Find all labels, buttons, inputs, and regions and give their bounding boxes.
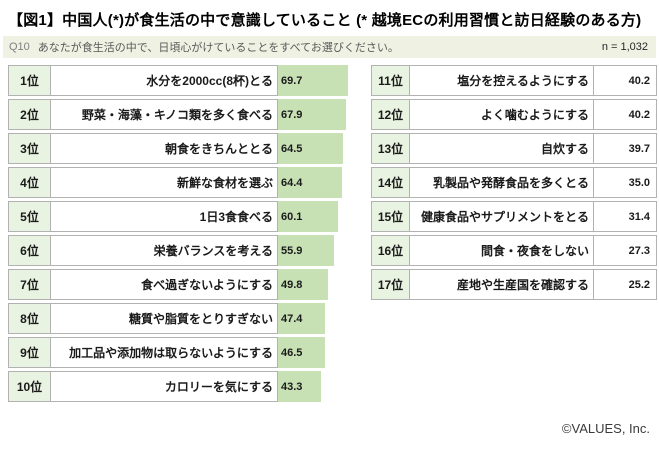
rank-cell: 6位: [8, 235, 51, 266]
table-row: 16位 間食・夜食をしない 27.3: [371, 235, 657, 266]
value-bar: 43.3: [278, 371, 322, 402]
rank-cell: 11位: [371, 65, 410, 96]
page-title: 【図1】中国人(*)が食生活の中で意識していること (* 越境ECの利用習慣と訪…: [8, 12, 642, 29]
ranking-tables: 1位 水分を2000cc(8杯)とる 69.7 2位 野菜・海藻・キノコ類を多く…: [8, 65, 659, 405]
table-row: 15位 健康食品やサプリメントをとる 31.4: [371, 201, 657, 232]
ranking-table-11-17: 11位 塩分を控えるようにする 40.2 12位 よく噛むようにする 40.2 …: [371, 65, 657, 303]
item-label: よく噛むようにする: [410, 99, 594, 130]
item-label: 産地や生産国を確認する: [410, 269, 594, 300]
rank-cell: 1位: [8, 65, 51, 96]
value-cell: 31.4: [594, 201, 657, 232]
table-row: 7位 食べ過ぎないようにする 49.8: [8, 269, 371, 300]
table-row: 5位 1日3食食べる 60.1: [8, 201, 371, 232]
table-row: 4位 新鮮な食材を選ぶ 64.4: [8, 167, 371, 198]
rank-cell: 17位: [371, 269, 410, 300]
ranking-table-1-10: 1位 水分を2000cc(8杯)とる 69.7 2位 野菜・海藻・キノコ類を多く…: [8, 65, 371, 405]
table-row: 14位 乳製品や発酵食品を多くとる 35.0: [371, 167, 657, 198]
sample-size: n = 1,032: [601, 41, 648, 53]
value-bar: 67.9: [278, 99, 346, 130]
rank-cell: 7位: [8, 269, 51, 300]
table-row: 11位 塩分を控えるようにする 40.2: [371, 65, 657, 96]
value-bar: 46.5: [278, 337, 325, 368]
item-label: 栄養バランスを考える: [51, 235, 278, 266]
table-row: 9位 加工品や添加物は取らないようにする 46.5: [8, 337, 371, 368]
value-bar: 60.1: [278, 201, 339, 232]
value-bar: 64.4: [278, 167, 343, 198]
rank-cell: 9位: [8, 337, 51, 368]
rank-cell: 10位: [8, 371, 51, 402]
item-label: 野菜・海藻・キノコ類を多く食べる: [51, 99, 278, 130]
item-label: 新鮮な食材を選ぶ: [51, 167, 278, 198]
value-bar: 49.8: [278, 269, 328, 300]
rank-cell: 4位: [8, 167, 51, 198]
rank-cell: 14位: [371, 167, 410, 198]
rank-cell: 3位: [8, 133, 51, 164]
item-label: 水分を2000cc(8杯)とる: [51, 65, 278, 96]
rank-cell: 12位: [371, 99, 410, 130]
value-bar: 69.7: [278, 65, 348, 96]
value-bar: 55.9: [278, 235, 334, 266]
value-cell: 35.0: [594, 167, 657, 198]
rank-cell: 2位: [8, 99, 51, 130]
value-cell: 27.3: [594, 235, 657, 266]
item-label: 糖質や脂質をとりすぎない: [51, 303, 278, 334]
item-label: 自炊する: [410, 133, 594, 164]
value-cell: 40.2: [594, 99, 657, 130]
value-cell: 39.7: [594, 133, 657, 164]
rank-cell: 13位: [371, 133, 410, 164]
table-row: 10位 カロリーを気にする 43.3: [8, 371, 371, 402]
table-row: 2位 野菜・海藻・キノコ類を多く食べる 67.9: [8, 99, 371, 130]
rank-cell: 8位: [8, 303, 51, 334]
item-label: カロリーを気にする: [51, 371, 278, 402]
value-cell: 40.2: [594, 65, 657, 96]
value-bar: 64.5: [278, 133, 343, 164]
question-text: あなたが食生活の中で、日頃心がけていることをすべてお選びください。: [37, 42, 399, 54]
question-number: Q10: [9, 41, 30, 53]
item-label: 食べ過ぎないようにする: [51, 269, 278, 300]
table-row: 6位 栄養バランスを考える 55.9: [8, 235, 371, 266]
item-label: 朝食をきちんととる: [51, 133, 278, 164]
question-strip: Q10 あなたが食生活の中で、日頃心がけていることをすべてお選びください。 n …: [3, 36, 656, 58]
value-bar: 47.4: [278, 303, 326, 334]
table-row: 17位 産地や生産国を確認する 25.2: [371, 269, 657, 300]
value-cell: 25.2: [594, 269, 657, 300]
table-row: 8位 糖質や脂質をとりすぎない 47.4: [8, 303, 371, 334]
item-label: 加工品や添加物は取らないようにする: [51, 337, 278, 368]
rank-cell: 5位: [8, 201, 51, 232]
table-row: 12位 よく噛むようにする 40.2: [371, 99, 657, 130]
item-label: 1日3食食べる: [51, 201, 278, 232]
rank-cell: 15位: [371, 201, 410, 232]
item-label: 乳製品や発酵食品を多くとる: [410, 167, 594, 198]
table-row: 13位 自炊する 39.7: [371, 133, 657, 164]
item-label: 塩分を控えるようにする: [410, 65, 594, 96]
table-row: 3位 朝食をきちんととる 64.5: [8, 133, 371, 164]
table-row: 1位 水分を2000cc(8杯)とる 69.7: [8, 65, 371, 96]
item-label: 間食・夜食をしない: [410, 235, 594, 266]
copyright-notice: ©VALUES, Inc.: [561, 421, 650, 436]
item-label: 健康食品やサプリメントをとる: [410, 201, 594, 232]
rank-cell: 16位: [371, 235, 410, 266]
